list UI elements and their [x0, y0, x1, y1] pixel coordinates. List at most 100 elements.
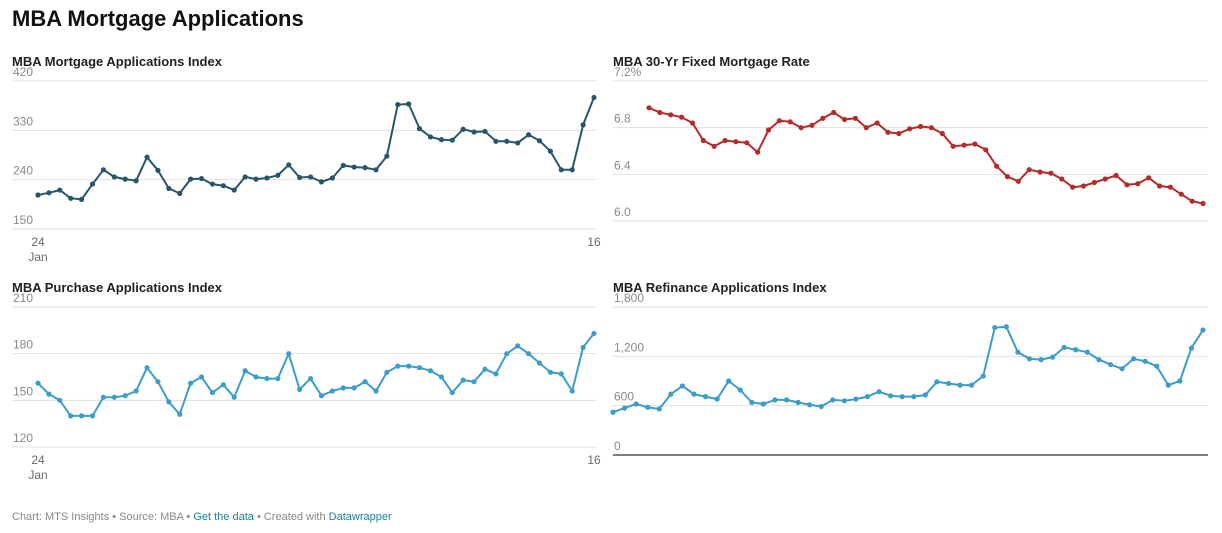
- data-point: [896, 130, 902, 137]
- data-point: [395, 101, 401, 108]
- data-point: [351, 385, 357, 391]
- data-point: [384, 369, 390, 375]
- data-point: [525, 132, 532, 138]
- data-point: [633, 401, 639, 407]
- data-point: [957, 382, 963, 388]
- data-point: [46, 391, 52, 397]
- data-point: [166, 185, 172, 192]
- data-point: [787, 119, 793, 125]
- data-point: [689, 120, 696, 126]
- data-point: [863, 125, 869, 131]
- y-tick-label: 210: [13, 291, 33, 305]
- data-point: [536, 360, 543, 366]
- data-point: [591, 94, 597, 101]
- data-point: [818, 403, 824, 410]
- data-point: [35, 380, 41, 386]
- data-point: [744, 140, 750, 146]
- data-point: [679, 383, 686, 389]
- data-point: [253, 176, 259, 182]
- data-point: [580, 122, 586, 128]
- data-point: [493, 371, 499, 377]
- y-tick-label: 240: [13, 164, 33, 178]
- data-point: [111, 394, 117, 400]
- data-point: [899, 394, 905, 400]
- data-point: [1178, 191, 1184, 197]
- data-point: [888, 393, 894, 399]
- data-point: [188, 176, 194, 182]
- data-point: [1177, 378, 1183, 384]
- data-point: [416, 126, 423, 132]
- data-point: [144, 154, 150, 160]
- data-point: [264, 375, 270, 382]
- data-point: [1073, 347, 1079, 353]
- get-data-link[interactable]: Get the data: [193, 511, 254, 523]
- data-point: [1084, 349, 1090, 355]
- data-point: [79, 196, 85, 202]
- data-point: [656, 406, 662, 412]
- data-point: [416, 365, 423, 371]
- data-point: [591, 330, 597, 337]
- chart-title: MBA Refinance Applications Index: [613, 280, 827, 295]
- data-point: [275, 375, 281, 382]
- data-point: [68, 195, 74, 201]
- separator: •: [109, 511, 120, 523]
- x-tick-label: 16: [587, 235, 601, 249]
- data-point: [714, 396, 720, 402]
- data-point: [760, 401, 766, 407]
- data-point: [329, 175, 335, 181]
- data-point: [1059, 176, 1065, 182]
- data-point: [733, 139, 739, 145]
- data-point: [1200, 200, 1206, 207]
- data-point: [1154, 363, 1160, 369]
- data-point: [783, 397, 790, 403]
- data-point: [100, 167, 107, 173]
- data-point: [1037, 169, 1043, 175]
- data-point: [253, 374, 259, 380]
- data-point: [460, 377, 466, 383]
- x-tick-label: 24: [31, 453, 45, 467]
- data-point: [188, 380, 194, 386]
- data-point: [945, 380, 952, 387]
- data-point: [406, 101, 412, 107]
- data-point: [820, 115, 826, 121]
- data-point: [1003, 324, 1009, 330]
- datawrapper-link[interactable]: Datawrapper: [328, 511, 392, 523]
- data-point: [737, 387, 743, 393]
- data-point: [525, 351, 532, 357]
- data-point: [340, 385, 346, 391]
- x-tick-sublabel: Jan: [28, 468, 47, 482]
- x-tick-label: 24: [31, 235, 45, 249]
- data-point: [493, 138, 499, 144]
- data-point: [482, 366, 488, 372]
- data-point: [657, 109, 663, 116]
- data-point: [569, 167, 575, 173]
- data-point: [807, 402, 813, 408]
- data-point: [1015, 349, 1021, 355]
- data-point: [1102, 176, 1108, 182]
- data-point: [711, 143, 717, 149]
- y-tick-label: 7.2%: [614, 65, 642, 79]
- y-tick-label: 0: [614, 439, 621, 453]
- data-point: [1142, 358, 1148, 364]
- y-tick-label: 6.4: [614, 158, 631, 172]
- data-point: [1038, 357, 1044, 363]
- data-point: [100, 394, 107, 400]
- data-point: [427, 368, 434, 374]
- data-point: [155, 379, 161, 385]
- data-point: [362, 379, 368, 385]
- data-point: [755, 149, 761, 155]
- data-point: [558, 167, 564, 173]
- data-point: [961, 142, 967, 148]
- y-tick-label: 420: [13, 65, 33, 79]
- data-point: [122, 393, 128, 399]
- data-point: [558, 371, 564, 377]
- y-tick-label: 180: [13, 338, 33, 352]
- data-point: [1004, 174, 1011, 180]
- data-point: [972, 141, 978, 147]
- data-point: [749, 399, 755, 405]
- data-point: [1113, 172, 1119, 179]
- data-point: [831, 109, 837, 116]
- series-line: [648, 106, 1204, 205]
- y-tick-label: 150: [13, 384, 33, 398]
